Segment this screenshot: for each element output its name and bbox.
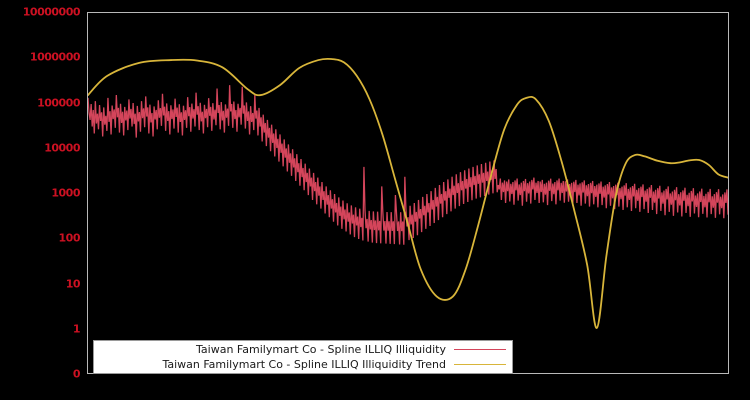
legend-item-trend[interactable]: Taiwan Familymart Co - Spline ILLIQ Illi… <box>94 357 506 372</box>
chart-svg <box>88 57 728 329</box>
y-tick-1: 1 <box>72 322 81 336</box>
legend-label-series: Taiwan Familymart Co - Spline ILLIQ Illi… <box>196 343 446 356</box>
chart-legend[interactable]: Taiwan Familymart Co - Spline ILLIQ Illi… <box>93 340 513 374</box>
legend-item-series[interactable]: Taiwan Familymart Co - Spline ILLIQ Illi… <box>94 342 506 357</box>
y-tick-10000: 10000 <box>44 141 80 155</box>
y-axis-tick-labels: 10000000 1000000 100000 10000 1000 100 10 1 0 <box>0 0 84 400</box>
y-tick-0: 0 <box>72 367 81 381</box>
y-tick-10000000: 10000000 <box>22 5 81 19</box>
legend-label-trend: Taiwan Familymart Co - Spline ILLIQ Illi… <box>162 358 446 371</box>
legend-swatch-trend <box>454 364 506 365</box>
series-line-illiquidity <box>88 85 728 245</box>
series-line-illiquidity-trend <box>88 57 728 329</box>
legend-swatch-series <box>454 349 506 350</box>
y-tick-100000: 100000 <box>37 96 80 109</box>
plot-area <box>87 12 729 374</box>
y-tick-100: 100 <box>58 231 81 245</box>
y-tick-10: 10 <box>65 277 81 290</box>
y-tick-1000000: 1000000 <box>29 50 81 64</box>
y-tick-1000: 1000 <box>51 186 80 200</box>
